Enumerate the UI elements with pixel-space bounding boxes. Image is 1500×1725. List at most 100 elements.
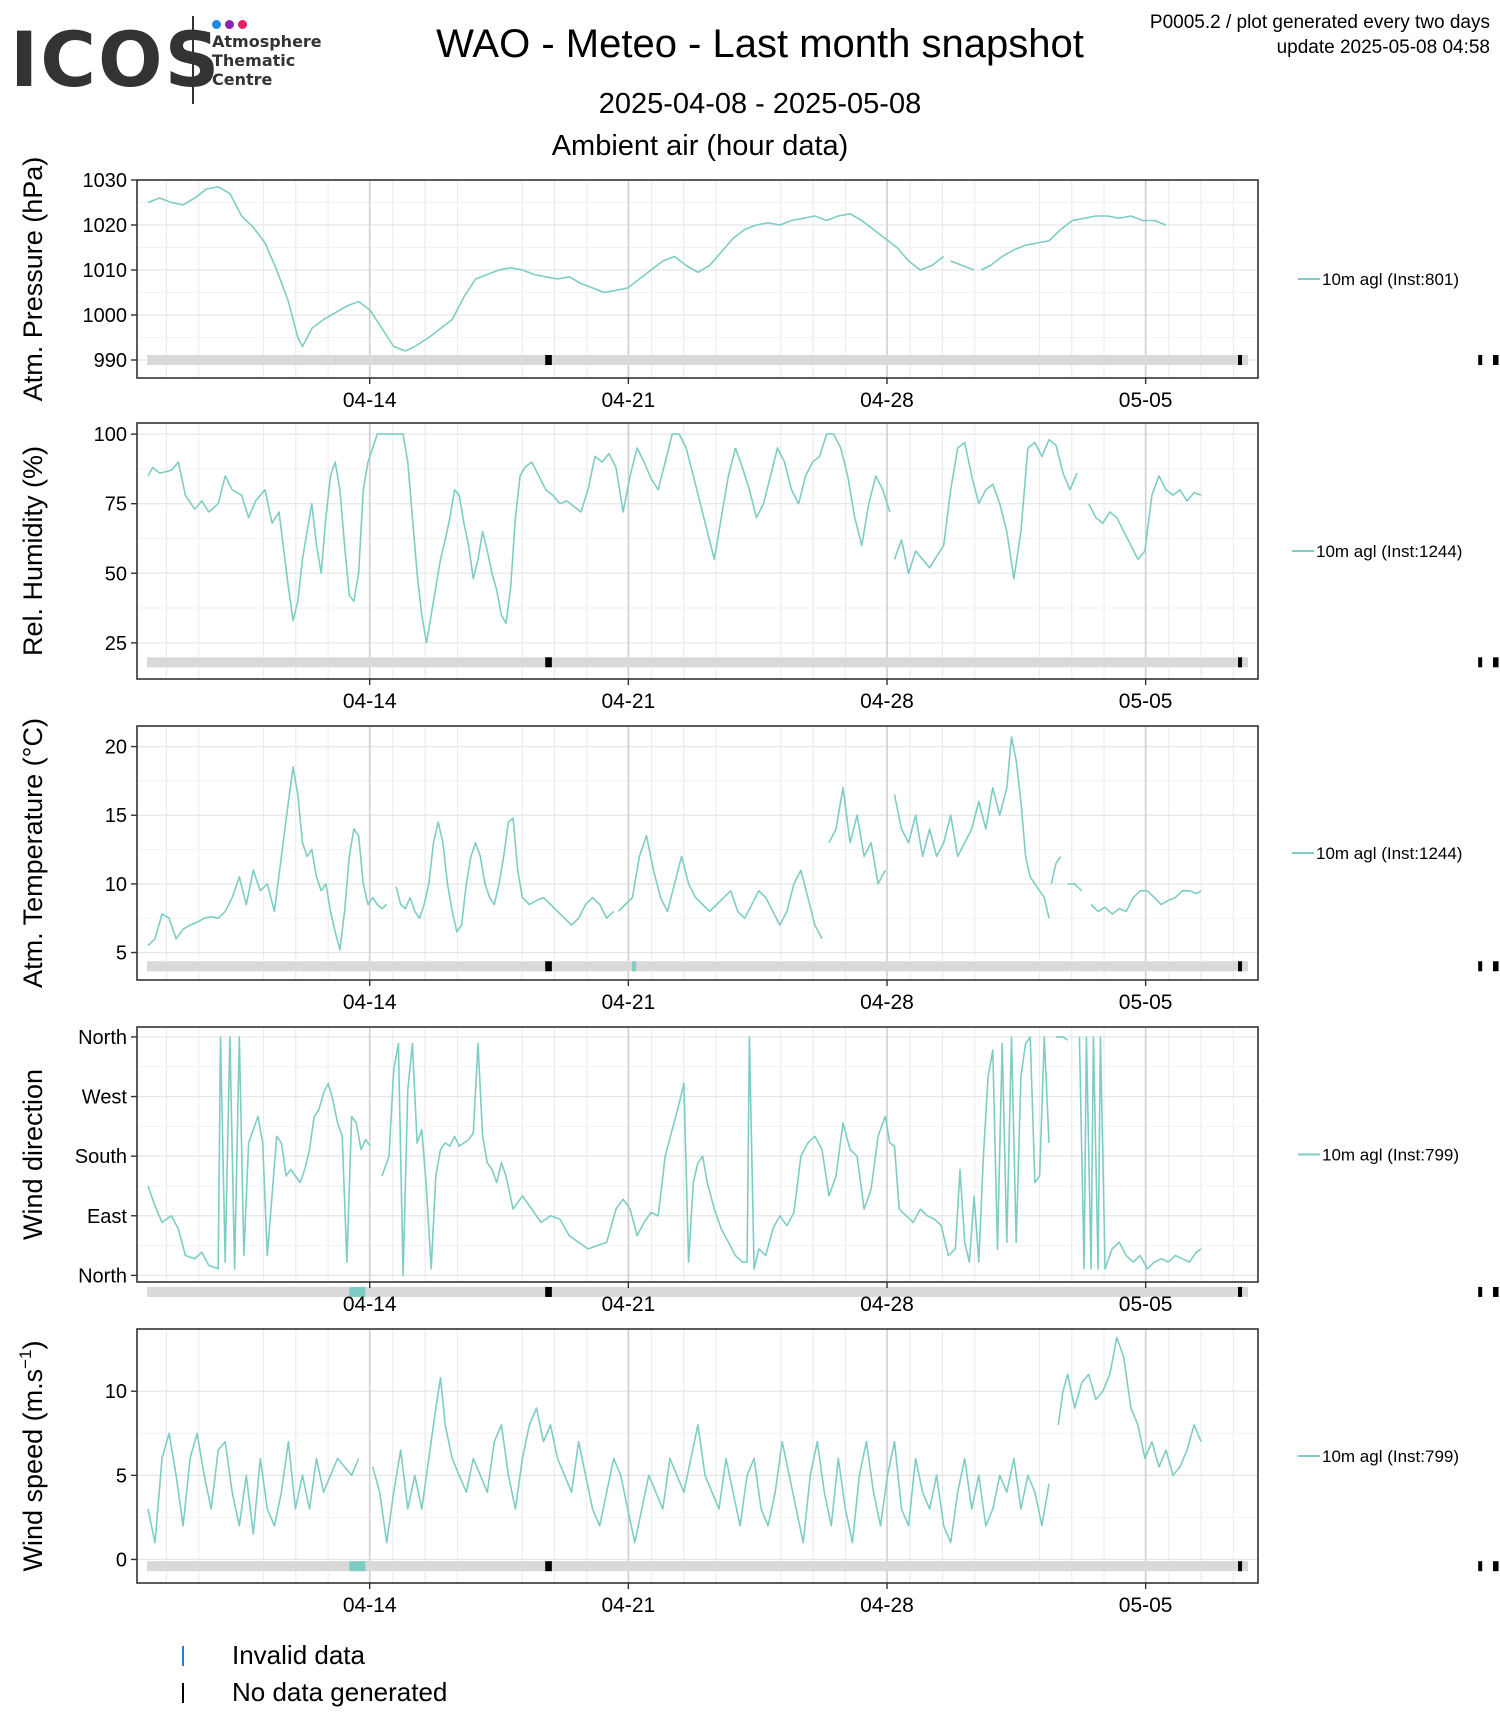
- no-data-marker: [1238, 1561, 1243, 1572]
- x-tick-label: 04-28: [860, 1293, 914, 1316]
- legend-label: 10m agl (Inst:799): [1322, 1447, 1459, 1466]
- x-tick-label: 04-21: [601, 1293, 655, 1316]
- series-line: [1067, 883, 1083, 892]
- series-line: [414, 224, 757, 348]
- no-data-marker: [545, 961, 552, 972]
- no-data-marker: [1238, 657, 1243, 668]
- legend-label: 10m agl (Inst:799): [1322, 1146, 1459, 1165]
- plot-info: P0005.2 / plot generated every two days: [1149, 12, 1490, 33]
- x-tick-label: 05-05: [1119, 1594, 1173, 1617]
- x-tick-label: 04-21: [601, 389, 655, 412]
- panel-border: [136, 725, 1259, 981]
- x-tick-label: 05-05: [1119, 389, 1173, 412]
- x-tick-label: 04-28: [860, 1594, 914, 1617]
- y-tick-label: 1010: [83, 260, 128, 282]
- panel-border: [136, 422, 1259, 680]
- series-line: [381, 1036, 1050, 1277]
- invalid-data-marker: [632, 961, 637, 972]
- legend-label: 10m agl (Inst:1244): [1316, 542, 1462, 561]
- x-tick-label: 05-05: [1119, 1293, 1173, 1316]
- flag-bar: [147, 961, 1248, 972]
- panel-border: [136, 1026, 1259, 1283]
- no-data-marker: [1492, 355, 1499, 365]
- x-tick-label: 04-21: [601, 991, 655, 1014]
- y-tick-label: East: [87, 1206, 127, 1228]
- y-tick-label: 10: [105, 874, 127, 896]
- invalid-data-marker: [349, 1561, 366, 1572]
- chart-panel: 990 1000 1010 1020 1030 04-14 04-21 04-28 05-05 A…: [18, 157, 1499, 412]
- series-line: [395, 817, 615, 933]
- y-tick-label: South: [75, 1146, 127, 1168]
- no-data-marker: [1238, 1286, 1243, 1297]
- x-tick-label: 04-14: [343, 389, 397, 412]
- x-tick-label: 04-14: [343, 1594, 397, 1617]
- x-tick-label: 04-14: [343, 690, 397, 713]
- no-data-marker: [545, 1561, 552, 1572]
- x-tick-label: 04-14: [343, 991, 397, 1014]
- x-tick-label: 05-05: [1119, 690, 1173, 713]
- series-line: [147, 1432, 360, 1544]
- no-data-marker: [1478, 657, 1483, 668]
- y-tick-label: North: [78, 1265, 127, 1287]
- y-axis-title: Atm. Pressure (hPa): [18, 157, 48, 402]
- series-line: [147, 186, 406, 352]
- series-line: [893, 736, 1050, 919]
- y-tick-label: 15: [105, 805, 127, 827]
- y-axis-title-tail: ): [18, 1341, 48, 1350]
- chart-panel: 0 5 10 04-14 04-21 04-28 05-05 Wind speed (m.s−…: [16, 1328, 1499, 1617]
- flag-bar: [147, 355, 1248, 365]
- x-tick-label: 04-21: [601, 690, 655, 713]
- series-line: [405, 345, 416, 352]
- series-line: [893, 438, 1078, 580]
- y-axis-title-sup: −1: [16, 1350, 35, 1369]
- x-tick-label: 04-28: [860, 690, 914, 713]
- series-line: [828, 786, 886, 885]
- x-tick-label: 05-05: [1119, 991, 1173, 1014]
- y-tick-label: 100: [94, 424, 127, 446]
- series-line: [147, 766, 388, 951]
- no-data-marker: [545, 657, 552, 668]
- series-line: [1050, 855, 1062, 885]
- series-line: [617, 834, 823, 940]
- x-tick-label: 04-14: [343, 1293, 397, 1316]
- series-line: [1087, 475, 1202, 561]
- no-data-marker: [1238, 355, 1243, 365]
- y-tick-label: 50: [105, 563, 127, 585]
- panel-border: [136, 1328, 1259, 1584]
- invalid-data-symbol: [182, 1646, 184, 1666]
- y-tick-label: North: [78, 1027, 127, 1049]
- series-line: [950, 260, 975, 271]
- y-tick-label: 1000: [83, 305, 128, 327]
- flag-bar: [147, 657, 1248, 668]
- legend-label: 10m agl (Inst:801): [1322, 270, 1459, 289]
- update-time: update 2025-05-08 04:58: [1276, 37, 1490, 58]
- y-tick-label: 10: [105, 1381, 127, 1403]
- chart-panel: 5 10 15 20 04-14 04-21 04-28 05-05 Atm. Temperat…: [18, 718, 1499, 1014]
- x-tick-label: 04-28: [860, 991, 914, 1014]
- no-data-symbol: [182, 1683, 184, 1703]
- chart-panel: North East South West North 04-14 04-21 04-28 05…: [18, 1026, 1499, 1316]
- legend-label: 10m agl (Inst:1244): [1316, 844, 1462, 863]
- logo-divider: [192, 16, 194, 104]
- y-tick-label: 75: [105, 494, 127, 516]
- legend-nodata-label: No data generated: [232, 1677, 448, 1707]
- chart-subtitle: Ambient air (hour data): [551, 130, 849, 162]
- series-line: [1090, 889, 1202, 915]
- y-tick-label: 0: [116, 1549, 127, 1571]
- y-axis-title-text: Atm. Pressure (hPa): [18, 157, 48, 402]
- no-data-marker: [1478, 355, 1483, 365]
- x-tick-label: 04-21: [601, 1594, 655, 1617]
- y-axis-title: Wind speed (m.s−1): [16, 1341, 48, 1572]
- chart-panel: 25 50 75 100 04-14 04-21 04-28 05-05 Rel. Humidi…: [18, 422, 1499, 713]
- no-data-marker: [1492, 1286, 1499, 1297]
- series-line: [1056, 1036, 1069, 1041]
- y-tick-label: 1030: [83, 170, 128, 192]
- logo-dot: [238, 20, 247, 29]
- no-data-marker: [1238, 961, 1243, 972]
- y-axis-title-text: Wind direction: [18, 1069, 48, 1240]
- y-axis-title: Wind direction: [18, 1069, 48, 1240]
- y-tick-label: 5: [116, 943, 127, 965]
- series-line: [1078, 1036, 1202, 1270]
- legend-invalid-label: Invalid data: [232, 1640, 365, 1670]
